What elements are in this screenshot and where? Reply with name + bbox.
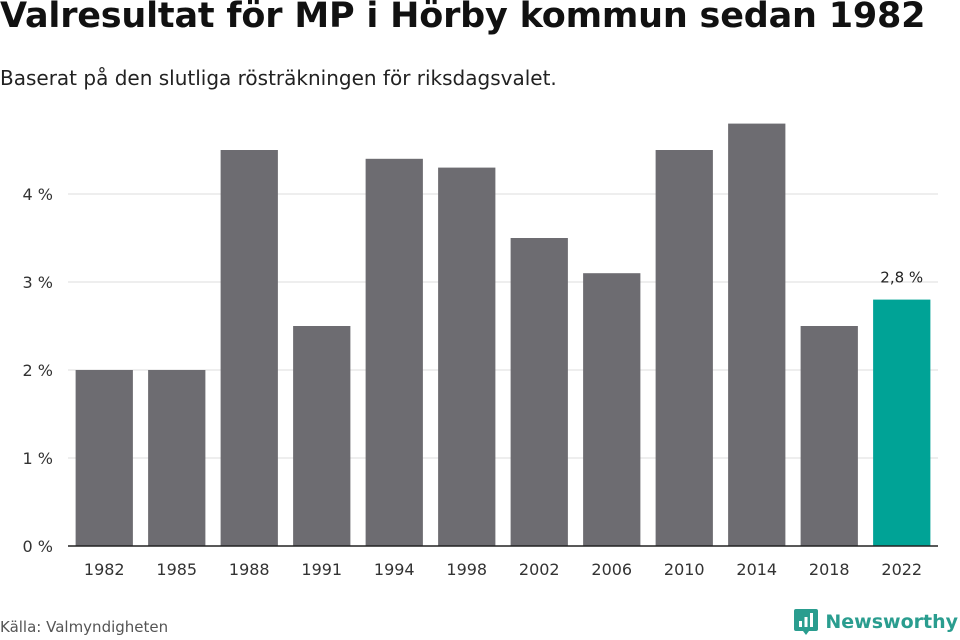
bar xyxy=(800,326,858,546)
x-tick-label: 2022 xyxy=(881,560,922,579)
x-tick-label: 2018 xyxy=(809,560,850,579)
x-tick-label: 2014 xyxy=(736,560,777,579)
source-note: Källa: Valmyndigheten xyxy=(0,618,169,636)
bar xyxy=(438,167,496,546)
bar xyxy=(293,326,351,546)
x-tick-label: 1988 xyxy=(229,560,270,579)
chart-title: Valresultat för MP i Hörby kommun sedan … xyxy=(0,0,926,36)
data-label: 2,8 % xyxy=(880,269,923,287)
y-tick-label: 1 % xyxy=(23,449,53,468)
x-tick-label: 1985 xyxy=(156,560,197,579)
y-tick-label: 4 % xyxy=(23,185,53,204)
x-tick-label: 2002 xyxy=(519,560,560,579)
bar xyxy=(75,370,133,546)
y-tick-label: 3 % xyxy=(23,273,53,292)
x-tick-label: 2006 xyxy=(591,560,632,579)
bar xyxy=(148,370,206,546)
bar xyxy=(655,150,713,546)
bar xyxy=(583,273,641,546)
y-tick-label: 2 % xyxy=(23,361,53,380)
bar xyxy=(365,158,423,547)
x-tick-label: 1982 xyxy=(84,560,125,579)
x-tick-label: 1991 xyxy=(301,560,342,579)
bar xyxy=(728,123,786,546)
bar xyxy=(220,150,278,546)
newsworthy-logo-icon xyxy=(794,609,819,635)
x-tick-label: 1994 xyxy=(374,560,415,579)
chart-subtitle: Baserat på den slutliga rösträkningen fö… xyxy=(0,66,557,90)
bar xyxy=(873,299,931,546)
x-tick-label: 1998 xyxy=(446,560,487,579)
bar xyxy=(510,238,568,546)
brand-name: Newsworthy xyxy=(825,611,958,633)
x-tick-label: 2010 xyxy=(664,560,705,579)
brand[interactable]: Newsworthy xyxy=(793,608,958,636)
y-tick-label: 0 % xyxy=(23,537,53,556)
